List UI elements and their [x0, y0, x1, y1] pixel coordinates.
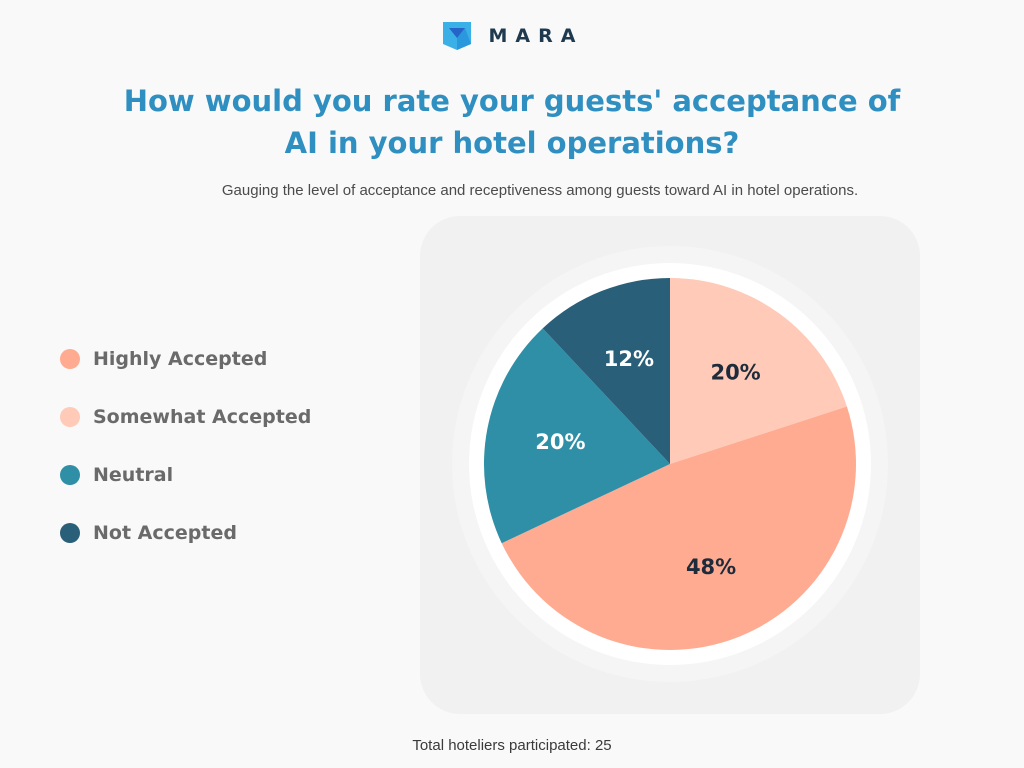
pie-data-label: 48%: [686, 555, 736, 579]
legend-swatch: [60, 523, 80, 543]
legend-item: Neutral: [60, 446, 311, 504]
legend-label: Somewhat Accepted: [93, 406, 312, 428]
pie-slice-highly-accepted: [501, 406, 856, 650]
legend-item: Not Accepted: [60, 504, 311, 562]
legend-swatch: [60, 465, 80, 485]
pie-chart: 20% 48% 20% 12%: [452, 246, 888, 682]
pie-slice-somewhat-accepted: [670, 278, 847, 464]
legend-item: Highly Accepted: [60, 330, 311, 388]
pie-slice-neutral: [484, 328, 670, 544]
title-line-1: How would you rate your guests' acceptan…: [123, 84, 901, 118]
pie-data-label: 20%: [535, 430, 585, 454]
legend-label: Highly Accepted: [93, 348, 268, 370]
mara-logo-icon: [441, 20, 473, 52]
brand-name: MARA: [488, 25, 584, 47]
legend-swatch: [60, 407, 80, 427]
brand-header: MARA: [0, 20, 1024, 52]
page-subtitle: Gauging the level of acceptance and rece…: [221, 182, 859, 199]
chart-card: 20% 48% 20% 12%: [420, 216, 920, 714]
legend-label: Not Accepted: [93, 522, 237, 544]
legend-label: Neutral: [93, 464, 174, 486]
participants-footer: Total hoteliers participated: 25: [412, 737, 612, 754]
legend-item: Somewhat Accepted: [60, 388, 311, 446]
pie-data-label: 20%: [710, 361, 760, 385]
page-title: How would you rate your guests' acceptan…: [100, 80, 924, 164]
title-line-2: AI in your hotel operations?: [284, 126, 740, 160]
legend-swatch: [60, 349, 80, 369]
pie-slice-not-accepted: [542, 278, 670, 464]
chart-legend: Highly Accepted Somewhat Accepted Neutral N…: [60, 330, 311, 562]
pie-data-label: 12%: [604, 347, 654, 371]
pie-labels: 20% 48% 20% 12%: [535, 347, 760, 579]
pie-slices: [484, 278, 856, 650]
